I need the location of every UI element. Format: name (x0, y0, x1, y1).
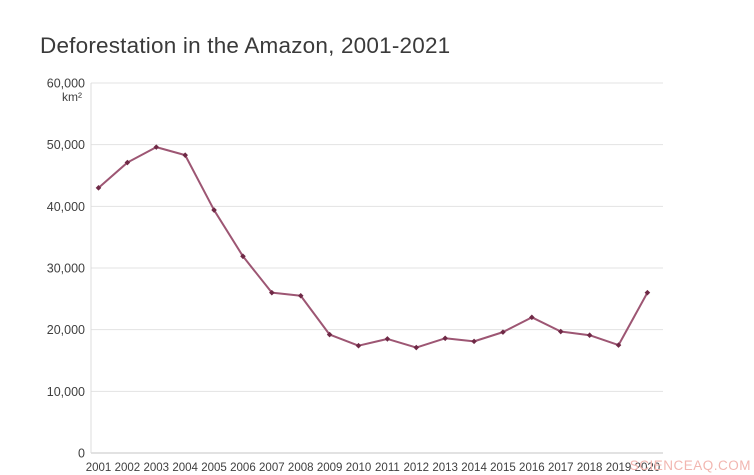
x-tick-label: 2010 (346, 462, 372, 474)
y-tick-label: 40,000 (47, 200, 85, 214)
x-tick-label: 2003 (143, 462, 169, 474)
data-point-marker (586, 332, 593, 339)
data-line (97, 146, 649, 349)
data-point-marker (355, 342, 362, 349)
data-point-marker (182, 152, 188, 158)
data-point-marker (529, 314, 535, 321)
y-tick-label: 20,000 (47, 323, 85, 337)
data-point-marker (557, 328, 564, 335)
x-tick-label: 2018 (577, 462, 603, 474)
x-tick-label: 2002 (115, 462, 141, 474)
y-axis-unit-label: km² (62, 90, 82, 104)
x-tick-label: 2015 (490, 462, 516, 474)
y-tick-label: 60,000 (47, 77, 85, 91)
x-tick-label: 2016 (519, 462, 545, 474)
y-tick-label: 30,000 (47, 262, 85, 276)
data-point-marker (297, 292, 304, 299)
x-tick-label: 2001 (86, 462, 112, 474)
x-tick-label: 2007 (259, 462, 285, 474)
data-point-marker (240, 253, 246, 260)
x-tick-label: 2011 (375, 462, 400, 474)
data-point-marker (500, 329, 506, 335)
x-tick-label: 2005 (201, 462, 227, 474)
data-point-marker (124, 159, 131, 166)
x-tick-label: 2008 (288, 462, 314, 474)
x-tick-label: 2009 (317, 462, 343, 474)
data-point-marker (211, 207, 217, 213)
chart-title: Deforestation in the Amazon, 2001-2021 (40, 33, 451, 58)
watermark: SCIENCEAQ.COM (629, 458, 751, 473)
y-tick-label: 50,000 (47, 138, 85, 152)
data-point-marker (384, 336, 391, 342)
data-point-marker (95, 185, 102, 191)
data-point-marker (269, 289, 275, 296)
x-tick-label: 2006 (230, 462, 256, 474)
x-tick-label: 2017 (548, 462, 574, 474)
data-point-marker (153, 144, 160, 150)
x-tick-label: 2020 (635, 462, 661, 474)
data-point-marker (442, 335, 448, 342)
x-tick-label: 2019 (606, 462, 632, 474)
data-point-marker (471, 338, 477, 345)
x-tick-label: 2004 (172, 462, 198, 474)
x-tick-label: 2014 (461, 462, 487, 474)
data-point-marker (615, 342, 622, 348)
data-point-marker (413, 344, 420, 351)
y-tick-label: 0 (78, 447, 85, 461)
data-point-marker (644, 289, 651, 296)
y-tick-label: 10,000 (47, 385, 85, 399)
x-tick-label: 2012 (403, 462, 429, 474)
x-tick-label: 2013 (432, 462, 458, 474)
data-point-marker (326, 331, 333, 338)
